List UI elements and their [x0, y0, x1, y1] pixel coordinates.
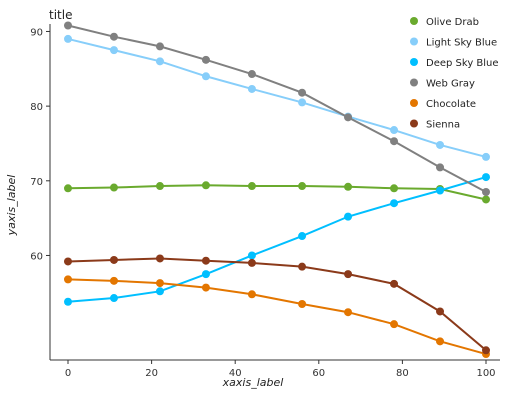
data-point-sienna — [109, 255, 118, 264]
series-deep-sky-blue — [64, 173, 490, 306]
legend-label-olive-drab: Olive Drab — [426, 17, 479, 28]
data-point-sienna — [64, 257, 72, 266]
data-point-web-gray — [298, 88, 307, 97]
data-point-web-gray — [436, 163, 445, 172]
data-point-chocolate — [436, 337, 445, 346]
data-point-deep-sky-blue — [109, 294, 118, 303]
series-line-light-sky-blue — [67, 37, 487, 158]
data-point-deep-sky-blue — [64, 297, 72, 306]
series-line-chocolate — [67, 278, 487, 355]
data-point-olive-drab — [201, 181, 210, 190]
data-point-light-sky-blue — [64, 34, 72, 43]
x-tick-label: 0 — [65, 368, 71, 379]
series-sienna — [64, 254, 490, 355]
data-point-chocolate — [64, 275, 72, 284]
data-point-deep-sky-blue — [201, 270, 210, 279]
data-point-light-sky-blue — [155, 57, 164, 66]
series-light-sky-blue — [64, 34, 490, 161]
data-point-web-gray — [247, 70, 256, 79]
data-point-light-sky-blue — [298, 98, 307, 107]
series-chocolate — [64, 275, 490, 359]
x-axis-label: xaxis_label — [222, 376, 284, 389]
series-line-deep-sky-blue — [67, 176, 487, 303]
data-point-olive-drab — [344, 182, 353, 191]
series-line-web-gray — [67, 24, 487, 193]
data-point-chocolate — [247, 290, 256, 299]
data-point-deep-sky-blue — [344, 212, 353, 221]
data-point-sienna — [155, 254, 164, 263]
data-point-light-sky-blue — [390, 126, 399, 135]
axes: 0 20 40 60 80 100 60 70 80 90 — [30, 24, 500, 379]
data-point-web-gray — [109, 32, 118, 41]
data-point-chocolate — [201, 283, 210, 292]
data-point-olive-drab — [247, 182, 256, 191]
data-point-chocolate — [155, 279, 164, 288]
data-point-web-gray — [64, 21, 72, 30]
data-point-sienna — [390, 279, 399, 288]
data-point-sienna — [247, 258, 256, 267]
data-point-light-sky-blue — [109, 46, 118, 55]
data-point-chocolate — [390, 320, 399, 329]
data-point-light-sky-blue — [247, 84, 256, 93]
data-point-deep-sky-blue — [247, 251, 256, 260]
data-point-olive-drab — [64, 184, 72, 193]
series-layer — [64, 21, 490, 359]
series-olive-drab — [64, 181, 490, 204]
data-point-deep-sky-blue — [155, 287, 164, 296]
legend-label-light-sky-blue: Light Sky Blue — [426, 38, 497, 49]
data-point-deep-sky-blue — [390, 199, 399, 208]
data-point-deep-sky-blue — [298, 232, 307, 241]
legend-label-deep-sky-blue: Deep Sky Blue — [426, 58, 499, 69]
legend-marker-light-sky-blue — [410, 37, 418, 46]
data-point-chocolate — [344, 308, 353, 317]
legend-label-web-gray: Web Gray — [426, 79, 475, 90]
legend-marker-olive-drab — [410, 17, 418, 25]
data-point-deep-sky-blue — [482, 173, 490, 182]
data-point-olive-drab — [390, 184, 399, 193]
data-point-sienna — [201, 256, 210, 265]
data-point-web-gray — [482, 188, 490, 196]
data-point-sienna — [482, 346, 490, 355]
data-point-chocolate — [298, 300, 307, 308]
data-point-olive-drab — [109, 183, 118, 192]
legend-marker-deep-sky-blue — [410, 58, 418, 66]
legend-marker-sienna — [410, 119, 418, 128]
data-point-sienna — [436, 307, 445, 316]
data-point-sienna — [344, 270, 353, 279]
series-web-gray — [64, 21, 490, 196]
x-tick-label: 20 — [145, 368, 158, 379]
data-point-olive-drab — [482, 195, 490, 204]
series-line-olive-drab — [67, 184, 487, 201]
legend: Olive Drab Light Sky Blue Deep Sky Blue Web… — [410, 17, 499, 131]
y-axis-label: yaxis_label — [5, 175, 18, 237]
y-tick-label: 70 — [30, 177, 43, 188]
data-point-chocolate — [109, 276, 118, 285]
data-point-light-sky-blue — [201, 72, 210, 81]
data-point-olive-drab — [155, 182, 164, 191]
legend-marker-chocolate — [410, 99, 418, 107]
data-point-light-sky-blue — [436, 140, 445, 149]
data-point-sienna — [298, 262, 307, 271]
series-line-sienna — [67, 257, 487, 352]
legend-label-chocolate: Chocolate — [426, 99, 476, 110]
data-point-olive-drab — [298, 182, 307, 191]
data-point-deep-sky-blue — [436, 186, 445, 195]
data-point-web-gray — [390, 137, 399, 146]
y-tick-label: 90 — [30, 27, 43, 38]
x-tick-label: 80 — [396, 368, 409, 379]
y-tick-label: 80 — [30, 102, 43, 113]
data-point-web-gray — [344, 113, 353, 122]
chart-title: title — [49, 8, 72, 22]
legend-label-sienna: Sienna — [426, 120, 460, 131]
y-tick-label: 60 — [30, 251, 43, 262]
legend-marker-web-gray — [410, 78, 418, 87]
data-point-light-sky-blue — [482, 152, 490, 161]
x-tick-label: 60 — [312, 368, 325, 379]
data-point-web-gray — [155, 42, 164, 51]
x-tick-label: 100 — [476, 368, 495, 379]
data-point-web-gray — [201, 55, 210, 64]
x-tick-label: 40 — [229, 368, 242, 379]
